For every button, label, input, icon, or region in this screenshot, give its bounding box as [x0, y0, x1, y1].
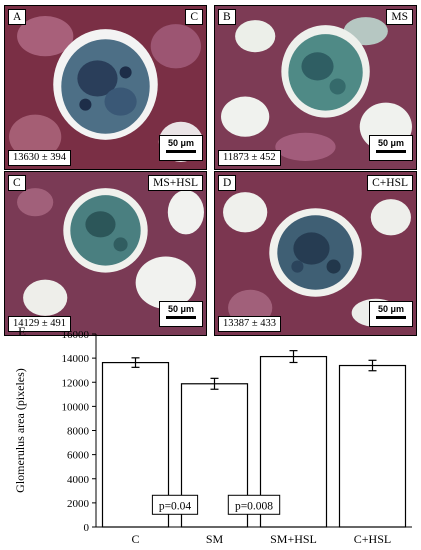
y-tick-label: 14000	[62, 353, 90, 365]
panel-letter: A	[8, 9, 27, 25]
chart-bars	[101, 355, 407, 528]
panel-letter: B	[218, 9, 236, 25]
area-value: 11873 ± 452	[218, 150, 281, 166]
x-category-label: SM+HSL	[270, 532, 317, 546]
y-tick-label: 2000	[67, 498, 90, 510]
scale-line	[166, 316, 196, 319]
y-tick-label: 16000	[62, 329, 90, 341]
panel-letter: C	[8, 175, 26, 191]
x-category-labels: C SM SM+HSL C+HSL	[131, 532, 391, 546]
micrograph-image	[5, 172, 206, 335]
y-tick-label: 6000	[67, 450, 90, 462]
scale-line	[166, 150, 196, 153]
group-label: MS	[386, 9, 413, 25]
chart-error-bars	[131, 350, 377, 390]
scale-bar: 50 μm	[159, 301, 203, 327]
y-tick-label: 12000	[62, 377, 90, 389]
scale-label: 50 μm	[167, 138, 195, 148]
x-category-label: C	[131, 532, 139, 546]
scale-label: 50 μm	[377, 304, 405, 314]
scale-label: 50 μm	[377, 138, 405, 148]
micrograph-image	[215, 6, 416, 169]
area-value: 13387 ± 433	[218, 316, 282, 332]
y-tick-label: 10000	[62, 401, 90, 413]
micrograph-panel-b: B MS 11873 ± 452 50 μm	[214, 5, 417, 170]
chart-panel-letter: E	[18, 324, 26, 339]
micrograph-image	[215, 172, 416, 335]
p-value-box	[151, 494, 199, 515]
scale-line	[376, 150, 406, 153]
x-category-label: SM	[206, 532, 224, 546]
p-value-label: p=0.008	[235, 500, 273, 512]
group-label: C+HSL	[367, 175, 413, 191]
group-label: MS+HSL	[148, 175, 203, 191]
scale-bar: 50 μm	[369, 135, 413, 161]
p-value-box	[227, 494, 281, 515]
area-value: 13630 ± 394	[8, 150, 72, 166]
p-value-annotations: p=0.04 p=0.008	[151, 494, 281, 515]
y-tick-label: 4000	[67, 474, 90, 486]
y-tick-labels: 0 2000 4000 6000 8000 10000 12000 14000 16000	[62, 329, 90, 534]
bar	[338, 364, 407, 528]
y-axis-label: Glomerulus area (pixeles)	[13, 368, 27, 493]
y-tick-label: 0	[84, 522, 90, 534]
scale-bar: 50 μm	[369, 301, 413, 327]
scale-line	[376, 316, 406, 319]
area-value: 14129 ± 491	[8, 316, 72, 332]
scale-label: 50 μm	[167, 304, 195, 314]
panel-letter: D	[218, 175, 237, 191]
x-category-label: C+HSL	[354, 532, 391, 546]
micrograph-panel-c: C MS+HSL 14129 ± 491 50 μm	[4, 171, 207, 336]
micrograph-panel-d: D C+HSL 13387 ± 433 50 μm	[214, 171, 417, 336]
micrograph-panel-a: A C 13630 ± 394 50 μm	[4, 5, 207, 170]
group-label: C	[185, 9, 203, 25]
y-tick-label: 8000	[67, 426, 90, 438]
scale-bar: 50 μm	[159, 135, 203, 161]
p-value-label: p=0.04	[159, 500, 192, 512]
